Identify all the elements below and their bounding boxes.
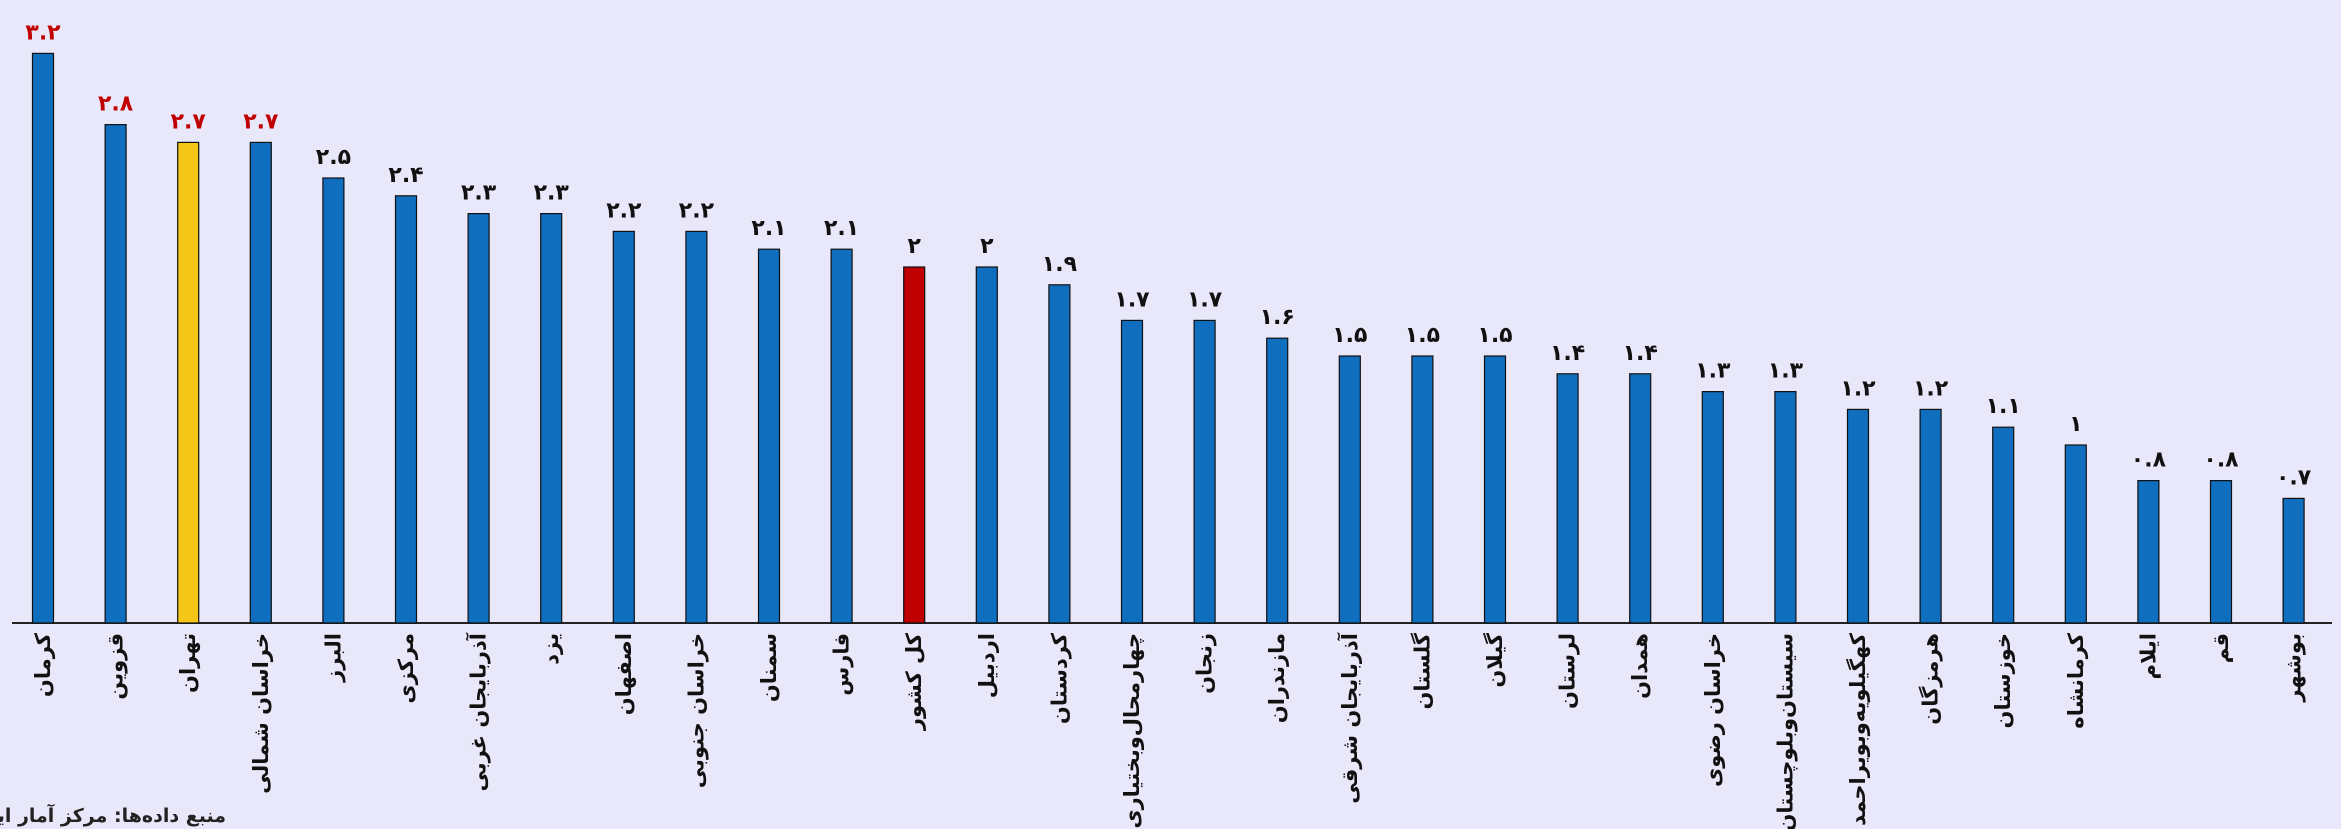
bar <box>540 213 563 624</box>
x-tick-label: فارس <box>830 633 854 696</box>
bar <box>2137 480 2160 624</box>
x-tick-label: اصفهان <box>612 633 636 715</box>
x-tick-label: گیلان <box>1482 632 1507 687</box>
value-label: ۱.۵ <box>1332 323 1367 348</box>
x-tick-label: گلستان <box>1409 632 1434 709</box>
x-tick-label: خراسان رضوی <box>1701 633 1725 787</box>
bar <box>177 141 200 624</box>
x-tick-label: اردبیل <box>975 633 999 698</box>
value-label: ۱.۵ <box>1477 323 1512 348</box>
value-label: ۰.۸ <box>2203 448 2239 473</box>
bar <box>1556 373 1579 624</box>
x-tick-label: قزوین <box>104 633 128 700</box>
value-label: ۱.۷ <box>1114 287 1150 312</box>
bar <box>830 248 853 624</box>
value-label: ۰.۸ <box>2131 448 2167 473</box>
x-tick-label: بوشهر <box>2282 633 2306 703</box>
value-label: ۲.۲ <box>606 198 642 223</box>
bar <box>1846 408 1870 624</box>
value-label: ۲.۷ <box>243 109 279 134</box>
x-tick-label: لرستان <box>1556 633 1580 709</box>
bar <box>322 177 345 624</box>
value-label: ۱.۲ <box>1913 376 1949 401</box>
value-label: ۱.۶ <box>1260 305 1295 330</box>
x-tick-label: سمنان <box>757 633 781 702</box>
bar <box>1629 373 1652 624</box>
bar <box>1193 319 1216 624</box>
x-tick-label: آذربایجان غربی <box>466 632 491 791</box>
bar <box>685 230 708 624</box>
value-label: ۱.۳ <box>1768 359 1804 384</box>
x-tick-label: همدان <box>1628 633 1652 699</box>
value-label: ۱.۵ <box>1405 323 1440 348</box>
bar <box>1774 391 1797 624</box>
x-tick-label: خراسان شمالی <box>249 633 273 794</box>
value-label: ۲ <box>980 234 994 259</box>
bar <box>1483 355 1507 624</box>
source-note: منبع داده‌ها: مرکز آمار ایران <box>0 803 226 827</box>
value-label: ۱.۲ <box>1840 376 1876 401</box>
x-tick-label: یزد <box>539 633 563 665</box>
value-label: ۱ <box>2069 412 2082 437</box>
value-label: ۲.۲ <box>679 198 715 223</box>
x-tick-label: کل کشور <box>902 632 926 731</box>
value-label: ۲.۷ <box>171 109 207 134</box>
x-tick-label: مرکزی <box>394 633 418 704</box>
value-label: ۱.۱ <box>1986 394 2021 419</box>
value-label: ۱.۹ <box>1042 252 1077 277</box>
value-label: ۲.۵ <box>316 145 351 170</box>
bar <box>903 266 926 624</box>
x-tick-label: کهگیلویه‌وبویراحمد <box>1845 632 1870 826</box>
bar <box>2282 497 2305 624</box>
value-label: ۲.۸ <box>98 92 134 117</box>
value-label: ۱.۳ <box>1695 359 1731 384</box>
bar <box>1338 355 1361 624</box>
x-tick-label: آذربایجان شرقی <box>1337 632 1362 803</box>
bar <box>1411 355 1434 624</box>
bar <box>975 266 998 624</box>
value-label: ۱.۴ <box>1623 341 1658 366</box>
bar <box>394 195 418 624</box>
value-label: ۲.۳ <box>534 181 570 206</box>
value-label: ۳.۲ <box>25 20 61 45</box>
x-tick-label: خوزستان <box>1991 633 2015 728</box>
x-tick-label: سیستان‌وبلوچستان <box>1773 633 1797 829</box>
bar <box>1992 426 2015 624</box>
x-tick-label: هرمزگان <box>1918 633 1943 725</box>
x-tick-label: خراسان جنوبی <box>684 633 708 788</box>
value-label: ۲ <box>907 234 921 259</box>
value-label: ۲.۱ <box>751 216 786 241</box>
x-tick-label: مازندران <box>1265 633 1289 723</box>
value-label: ۱.۷ <box>1187 287 1223 312</box>
bar <box>467 213 490 624</box>
value-label: ۲.۴ <box>388 163 423 188</box>
x-tick-label: زنجان <box>1193 633 1217 694</box>
value-label: ۲.۳ <box>461 181 497 206</box>
x-tick-label: چهارمحال‌وبختیاری <box>1120 633 1144 829</box>
x-tick-label: البرز <box>321 633 345 683</box>
value-label: ۰.۷ <box>2276 465 2312 490</box>
bar <box>249 141 272 624</box>
bar <box>1120 319 1144 624</box>
bar <box>757 248 781 624</box>
bar <box>2209 480 2233 624</box>
bar <box>1701 391 1724 624</box>
bar <box>1266 337 1289 624</box>
value-label: ۱.۴ <box>1550 341 1585 366</box>
bar <box>1048 284 1071 624</box>
bar <box>31 52 55 624</box>
x-tick-label: کرمانشاه <box>2064 632 2088 728</box>
value-label: ۲.۱ <box>824 216 859 241</box>
bar <box>1919 408 1942 624</box>
x-tick-label: کرمان <box>31 632 55 697</box>
x-tick-label: ایلام <box>2136 633 2160 679</box>
bar <box>2064 444 2087 624</box>
x-tick-label: قم <box>2209 633 2233 663</box>
bar <box>612 230 635 624</box>
x-tick-label: کردستان <box>1047 632 1071 724</box>
bar <box>104 123 127 624</box>
x-tick-label: تهران <box>176 633 200 693</box>
